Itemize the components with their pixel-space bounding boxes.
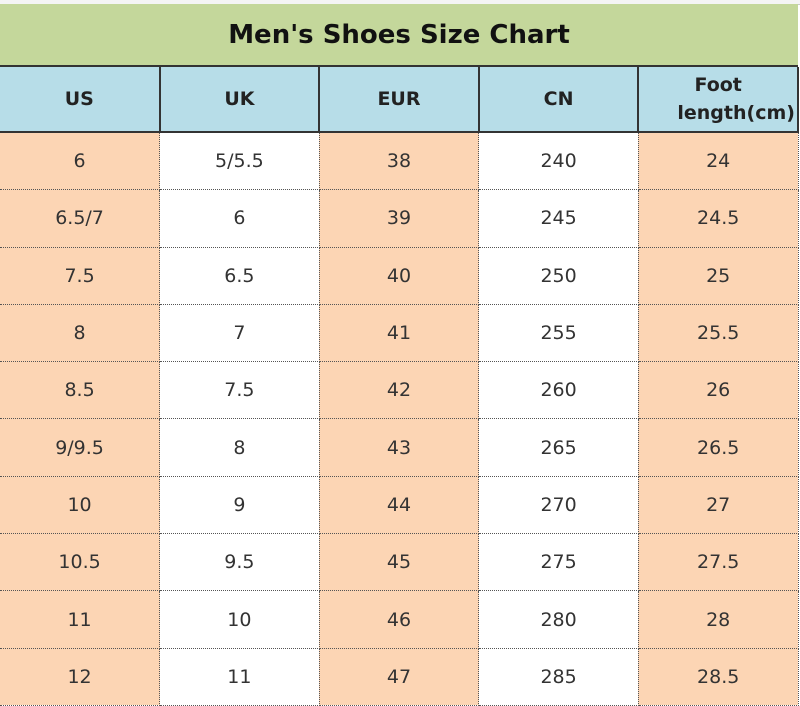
cell-cn: 265 (478, 418, 639, 477)
cell-eur: 45 (319, 533, 480, 592)
cell-uk: 9 (159, 476, 320, 535)
cell-cn: 285 (478, 648, 639, 706)
cell-foot-length: 26 (638, 361, 799, 420)
cell-uk: 7 (159, 304, 320, 363)
table-body: 6 5/5.5 38 240 24 6.5/7 6 39 245 24.5 7.5 6.5 40 250 2… (0, 132, 799, 706)
cell-us: 9/9.5 (0, 418, 161, 477)
cell-us: 12 (0, 648, 161, 706)
cell-us: 6.5/7 (0, 189, 161, 248)
header-us: US (0, 67, 161, 133)
cell-us: 10 (0, 476, 161, 535)
cell-foot-length: 25.5 (638, 304, 799, 363)
header-row: US UK EUR CN Foot length(cm) (0, 67, 799, 133)
cell-us: 8 (0, 304, 161, 363)
cell-cn: 255 (478, 304, 639, 363)
cell-foot-length: 27 (638, 476, 799, 535)
cell-foot-length: 26.5 (638, 418, 799, 477)
cell-uk: 8 (159, 418, 320, 477)
cell-uk: 6 (159, 189, 320, 248)
cell-foot-length: 27.5 (638, 533, 799, 592)
cell-uk: 5/5.5 (159, 132, 320, 191)
cell-eur: 41 (319, 304, 480, 363)
cell-foot-length: 24.5 (638, 189, 799, 248)
cell-eur: 39 (319, 189, 480, 248)
cell-uk: 9.5 (159, 533, 320, 592)
cell-eur: 47 (319, 648, 480, 706)
cell-uk: 7.5 (159, 361, 320, 420)
cell-foot-length: 28.5 (638, 648, 799, 706)
table-row: 8.5 7.5 42 260 26 (0, 361, 799, 420)
table-row: 9/9.5 8 43 265 26.5 (0, 418, 799, 477)
header-eur: EUR (319, 67, 480, 133)
cell-eur: 44 (319, 476, 480, 535)
cell-foot-length: 24 (638, 132, 799, 191)
cell-us: 6 (0, 132, 161, 191)
chart-title: Men's Shoes Size Chart (0, 4, 798, 67)
cell-eur: 46 (319, 590, 480, 649)
cell-uk: 6.5 (159, 247, 320, 305)
table-row: 6.5/7 6 39 245 24.5 (0, 189, 799, 248)
cell-cn: 240 (478, 132, 639, 191)
cell-eur: 40 (319, 247, 480, 305)
table-row: 8 7 41 255 25.5 (0, 304, 799, 363)
cell-cn: 275 (478, 533, 639, 592)
cell-cn: 270 (478, 476, 639, 535)
cell-us: 7.5 (0, 247, 161, 305)
header-uk: UK (159, 67, 321, 133)
table-row: 7.5 6.5 40 250 25 (0, 247, 799, 305)
cell-cn: 260 (478, 361, 639, 420)
cell-us: 11 (0, 590, 161, 649)
table-row: 11 10 46 280 28 (0, 590, 799, 649)
size-table: US UK EUR CN Foot length(cm) 6 5/5.5 38 240… (0, 67, 799, 706)
cell-uk: 10 (159, 590, 320, 649)
cell-cn: 280 (478, 590, 639, 649)
cell-foot-length: 28 (638, 590, 799, 649)
table-row: 10.5 9.5 45 275 27.5 (0, 533, 799, 592)
header-cn: CN (478, 67, 640, 133)
cell-eur: 42 (319, 361, 480, 420)
cell-eur: 38 (319, 132, 480, 191)
cell-us: 10.5 (0, 533, 161, 592)
table-row: 10 9 44 270 27 (0, 476, 799, 535)
cell-cn: 250 (478, 247, 639, 305)
cell-cn: 245 (478, 189, 639, 248)
cell-eur: 43 (319, 418, 480, 477)
table-row: 6 5/5.5 38 240 24 (0, 132, 799, 191)
table-row: 12 11 47 285 28.5 (0, 648, 799, 706)
cell-us: 8.5 (0, 361, 161, 420)
header-foot-length: Foot length(cm) (638, 67, 799, 133)
cell-uk: 11 (159, 648, 320, 706)
cell-foot-length: 25 (638, 247, 799, 305)
